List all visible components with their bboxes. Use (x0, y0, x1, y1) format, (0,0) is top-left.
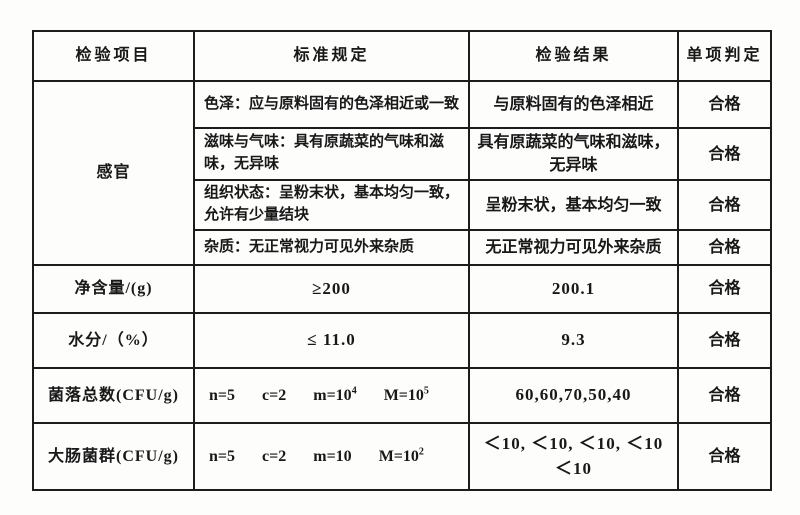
standard-cell: 杂质：无正常视力可见外来杂质 (193, 228, 470, 266)
judgment-cell: 合格 (677, 311, 772, 369)
header-row: 检验项目 标准规定 检验结果 单项判定 (32, 30, 772, 82)
judgment-cell: 合格 (677, 366, 772, 424)
standard-cell: n=5 c=2 m=10 M=102 (193, 421, 470, 491)
sensory-group-label: 感官 (32, 80, 195, 266)
total-plate-count-row: 菌落总数(CFU/g) n=5 c=2 m=104 M=105 60,60,70… (32, 366, 772, 424)
sensory-row-impurity: 杂质：无正常视力可见外来杂质 无正常视力可见外来杂质 合格 (33, 228, 772, 266)
item-cell: 菌落总数(CFU/g) (32, 366, 195, 424)
result-cell: 与原料固有的色泽相近 (468, 80, 679, 129)
result-cell: 200.1 (468, 263, 679, 314)
M-value: M=102 (378, 446, 424, 465)
c-value: c=2 (262, 386, 287, 404)
judgment-cell: 合格 (677, 80, 772, 129)
item-cell: 大肠菌群(CFU/g) (32, 421, 195, 491)
judgment-cell: 合格 (677, 421, 772, 491)
judgment-cell: 合格 (677, 263, 772, 314)
judgment-cell: 合格 (677, 126, 772, 182)
m-value: m=104 (313, 385, 357, 404)
result-cell: 60,60,70,50,40 (468, 366, 679, 424)
standard-cell: 组织状态：呈粉末状，基本均匀一致，允许有少量结块 (193, 179, 470, 231)
item-cell: 水分/（%） (32, 311, 195, 369)
M-value: M=105 (383, 385, 429, 404)
result-line-2: ＜10 (555, 459, 592, 479)
standard-cell: ≥200 (193, 263, 470, 314)
header-inspection-item: 检验项目 (32, 30, 195, 82)
sensory-row-texture: 组织状态：呈粉末状，基本均匀一致，允许有少量结块 呈粉末状，基本均匀一致 合格 (33, 179, 772, 231)
standard-cell: ≤ 11.0 (193, 311, 470, 369)
header-standard: 标准规定 (193, 30, 470, 82)
sensory-row-taste-odor: 滋味与气味：具有原蔬菜的气味和滋味，无异味 具有原蔬菜的气味和滋味，无异味 合格 (33, 126, 772, 182)
inspection-table: 检验项目 标准规定 检验结果 单项判定 感官 色泽：应与原料固有的色泽相近或一致… (32, 30, 772, 491)
header-result: 检验结果 (468, 30, 679, 82)
moisture-row: 水分/（%） ≤ 11.0 9.3 合格 (32, 311, 772, 369)
judgment-cell: 合格 (677, 228, 772, 266)
result-cell: ＜10, ＜10, ＜10, ＜10 ＜10 (468, 421, 679, 491)
coliforms-row: 大肠菌群(CFU/g) n=5 c=2 m=10 M=102 ＜10, ＜10,… (32, 421, 772, 491)
m-value: m=10 (313, 447, 352, 465)
result-cell: 呈粉末状，基本均匀一致 (468, 179, 679, 231)
header-judgment: 单项判定 (677, 30, 772, 82)
standard-cell: 色泽：应与原料固有的色泽相近或一致 (193, 80, 470, 129)
n-value: n=5 (209, 386, 236, 404)
result-cell: 无正常视力可见外来杂质 (468, 228, 679, 266)
standard-cell: 滋味与气味：具有原蔬菜的气味和滋味，无异味 (193, 126, 470, 182)
result-cell: 具有原蔬菜的气味和滋味，无异味 (468, 126, 679, 182)
result-line-1: ＜10, ＜10, ＜10, ＜10 (483, 433, 664, 453)
micro-standard-values: n=5 c=2 m=10 M=102 (199, 445, 464, 468)
n-value: n=5 (209, 447, 236, 465)
result-cell: 9.3 (468, 311, 679, 369)
standard-cell: n=5 c=2 m=104 M=105 (193, 366, 470, 424)
judgment-cell: 合格 (677, 179, 772, 231)
item-cell: 净含量/(g) (32, 263, 195, 314)
micro-standard-values: n=5 c=2 m=104 M=105 (199, 384, 464, 407)
net-content-row: 净含量/(g) ≥200 200.1 合格 (32, 263, 772, 314)
c-value: c=2 (262, 447, 287, 465)
sensory-row-color: 感官 色泽：应与原料固有的色泽相近或一致 与原料固有的色泽相近 合格 (32, 80, 772, 266)
